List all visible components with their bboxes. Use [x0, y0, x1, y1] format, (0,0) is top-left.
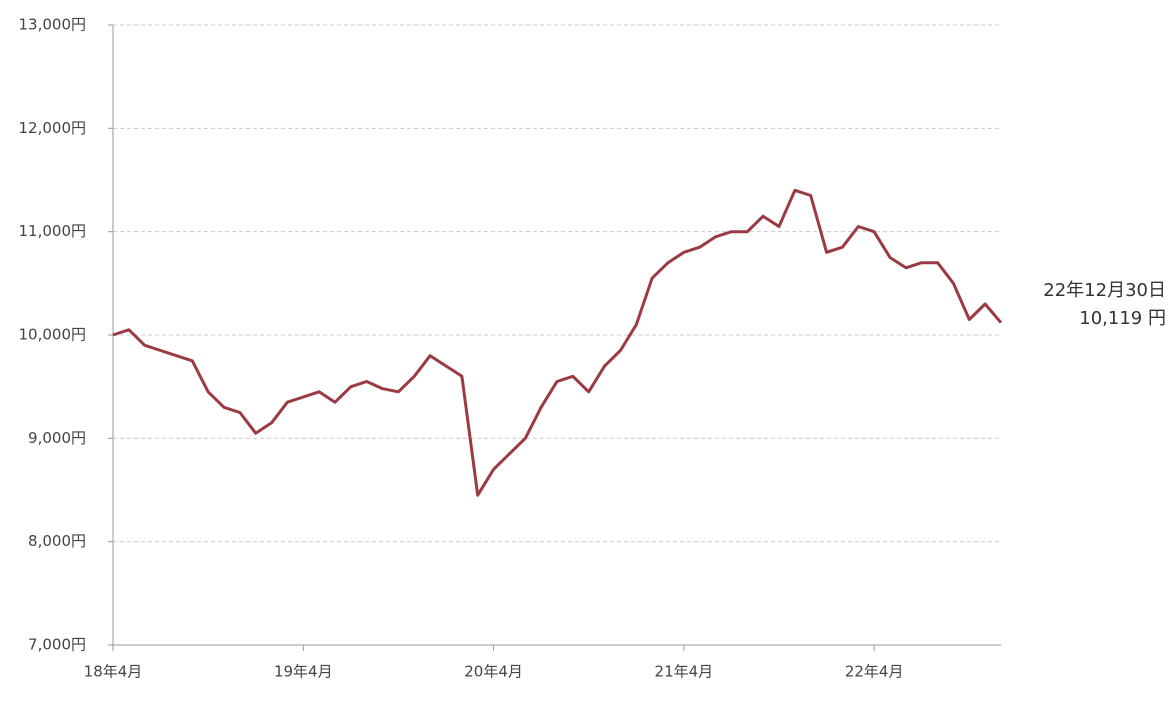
- x-tick-label: 18年4月: [84, 663, 143, 681]
- x-tick-label: 19年4月: [274, 663, 333, 681]
- y-tick-label: 9,000円: [28, 429, 86, 447]
- y-tick-label: 12,000円: [19, 119, 87, 137]
- y-tick-label: 8,000円: [28, 532, 86, 550]
- annotation: 10,119 円: [1079, 308, 1166, 329]
- annotation: 22年12月30日: [1043, 280, 1166, 301]
- x-tick-label: 21年4月: [655, 663, 714, 681]
- y-tick-label: 7,000円: [28, 636, 86, 654]
- x-tick-label: 20年4月: [464, 663, 523, 681]
- y-tick-label: 10,000円: [19, 326, 87, 344]
- x-tick-label: 22年4月: [845, 663, 904, 681]
- y-tick-label: 11,000円: [19, 222, 87, 240]
- y-tick-label: 13,000円: [19, 16, 87, 34]
- line: [112, 188, 1003, 497]
